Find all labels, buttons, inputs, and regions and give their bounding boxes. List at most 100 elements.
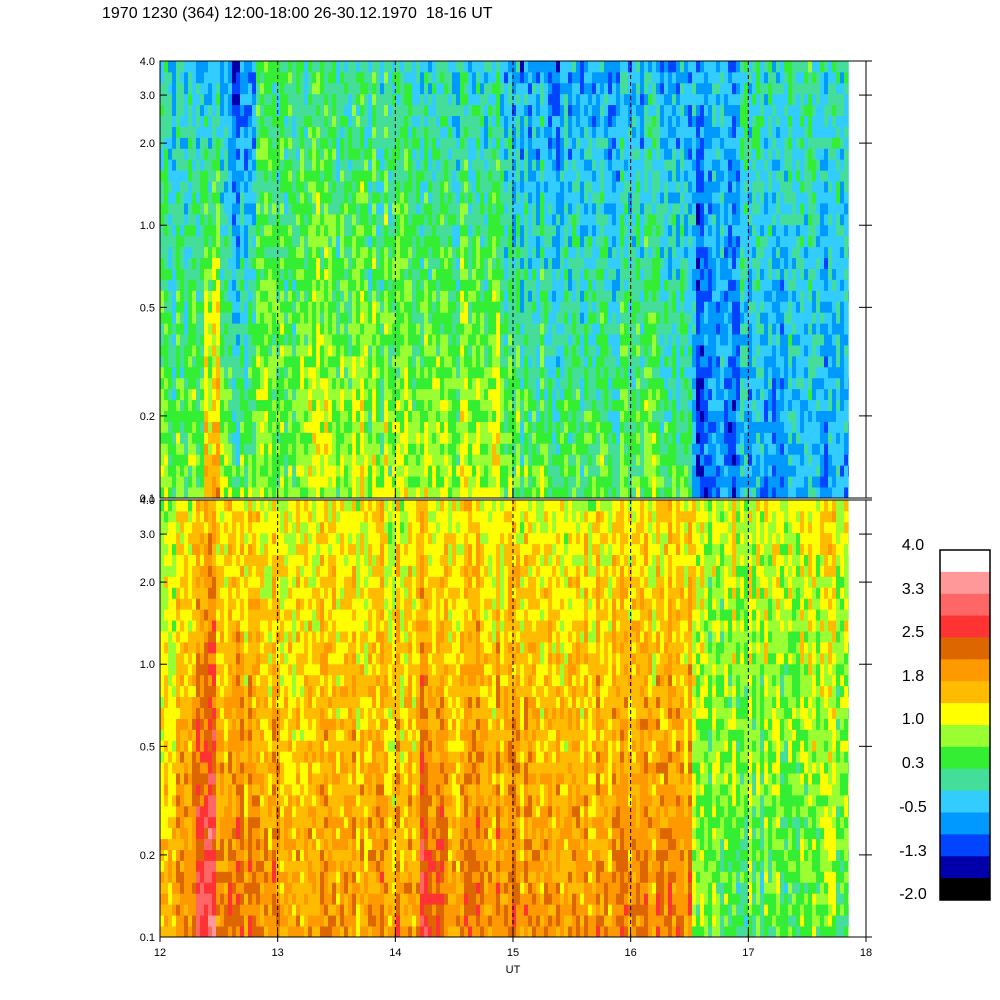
heatmap-cell	[288, 410, 293, 422]
heatmap-cell	[548, 224, 553, 237]
heatmap-cell	[644, 443, 649, 455]
heatmap-cell	[536, 181, 541, 193]
heatmap-cell	[244, 355, 249, 368]
heatmap-cell	[312, 159, 317, 171]
heatmap-cell	[332, 465, 337, 477]
heatmap-cell	[228, 235, 233, 248]
heatmap-cell	[632, 126, 637, 138]
heatmap-cell	[496, 312, 501, 324]
heatmap-cell	[256, 443, 261, 455]
heatmap-cell	[256, 257, 261, 269]
heatmap-cell	[528, 279, 533, 291]
heatmap-cell	[160, 82, 165, 95]
heatmap-cell	[316, 454, 321, 466]
heatmap-cell	[228, 192, 233, 204]
heatmap-cell	[612, 246, 617, 259]
heatmap-cell	[384, 203, 389, 215]
heatmap-cell	[208, 410, 213, 422]
heatmap-cell	[572, 137, 577, 149]
heatmap-cell	[244, 61, 249, 73]
heatmap-cell	[200, 203, 205, 215]
heatmap-cell	[312, 170, 317, 182]
heatmap-cell	[336, 61, 341, 73]
heatmap-cell	[600, 137, 605, 149]
heatmap-cell	[404, 432, 409, 444]
heatmap-cell	[180, 93, 185, 106]
heatmap-cell	[600, 476, 605, 488]
heatmap-cell	[280, 399, 285, 411]
heatmap-cell	[340, 421, 345, 433]
heatmap-cell	[600, 268, 605, 280]
heatmap-cell	[580, 334, 585, 346]
heatmap-cell	[432, 334, 437, 346]
heatmap-cell	[192, 377, 197, 390]
heatmap-cell	[556, 203, 561, 215]
heatmap-cell	[560, 137, 565, 149]
heatmap-cell	[344, 323, 349, 335]
heatmap-cell	[400, 268, 405, 280]
heatmap-cell	[416, 279, 421, 291]
heatmap-cell	[172, 399, 177, 411]
heatmap-cell	[544, 323, 549, 335]
heatmap-cell	[248, 203, 253, 215]
heatmap-cell	[516, 115, 521, 127]
heatmap-cell	[200, 126, 205, 138]
heatmap-cell	[368, 126, 373, 138]
heatmap-cell	[468, 224, 473, 237]
heatmap-cell	[192, 334, 197, 346]
heatmap-cell	[656, 170, 661, 182]
heatmap-cell	[440, 115, 445, 127]
heatmap-cell	[220, 366, 225, 379]
heatmap-cell	[292, 181, 297, 193]
heatmap-cell	[220, 399, 225, 411]
heatmap-cell	[356, 301, 361, 313]
heatmap-cell	[652, 224, 657, 237]
heatmap-cell	[372, 115, 377, 127]
heatmap-cell	[352, 355, 357, 368]
heatmap-cell	[560, 476, 565, 488]
heatmap-cell	[560, 213, 565, 226]
heatmap-cell	[380, 268, 385, 280]
heatmap-cell	[600, 410, 605, 422]
heatmap-cell	[336, 170, 341, 182]
heatmap-cell	[200, 290, 205, 302]
heatmap-cell	[604, 355, 609, 368]
heatmap-cell	[168, 443, 173, 455]
heatmap-cell	[356, 257, 361, 269]
heatmap-cell	[292, 301, 297, 313]
heatmap-cell	[576, 388, 581, 401]
heatmap-cell	[480, 71, 485, 84]
heatmap-cell	[236, 388, 241, 401]
heatmap-cell	[164, 170, 169, 182]
heatmap-cell	[532, 377, 537, 390]
heatmap-cell	[268, 421, 273, 433]
heatmap-cell	[392, 345, 397, 357]
heatmap-cell	[396, 290, 401, 302]
heatmap-cell	[576, 334, 581, 346]
heatmap-cell	[468, 104, 473, 117]
heatmap-cell	[464, 181, 469, 193]
heatmap-cell	[540, 454, 545, 466]
heatmap-cell	[208, 192, 213, 204]
heatmap-cell	[320, 192, 325, 204]
heatmap-cell	[304, 290, 309, 302]
heatmap-cell	[216, 432, 221, 444]
heatmap-cell	[640, 159, 645, 171]
heatmap-cell	[208, 203, 213, 215]
heatmap-cell	[204, 377, 209, 390]
heatmap-cell	[408, 257, 413, 269]
heatmap-cell	[396, 377, 401, 390]
heatmap-cell	[184, 421, 189, 433]
heatmap-cell	[568, 170, 573, 182]
heatmap-cell	[332, 312, 337, 324]
heatmap-cell	[344, 257, 349, 269]
heatmap-cell	[492, 93, 497, 106]
heatmap-cell	[536, 290, 541, 302]
heatmap-cell	[632, 137, 637, 149]
heatmap-cell	[448, 476, 453, 488]
heatmap-cell	[592, 213, 597, 226]
heatmap-cell	[528, 71, 533, 84]
heatmap-cell	[420, 61, 425, 73]
heatmap-cell	[160, 126, 165, 138]
heatmap-cell	[492, 268, 497, 280]
